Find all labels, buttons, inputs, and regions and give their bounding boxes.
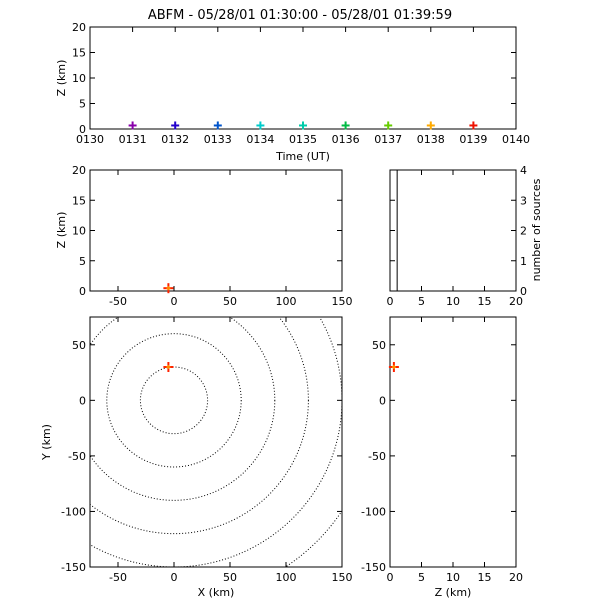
time-height-points xyxy=(128,121,478,130)
height-histogram-y-tick-label-0: 0 xyxy=(520,285,527,298)
height-histogram-y-tick-label-2: 2 xyxy=(520,225,527,238)
x-height-x-tick-label-3: 100 xyxy=(276,295,297,308)
time-height-x-tick-label-2: 0132 xyxy=(161,133,189,146)
time-height-x-tick-label-9: 0139 xyxy=(459,133,487,146)
z-y-x-tick-label-2: 10 xyxy=(446,571,460,584)
z-y-panel: 0 5 10 15 20 -150 -100 -50 0 50 Z (km) xyxy=(361,316,523,599)
time-height-y-ticks: 0 5 10 15 20 xyxy=(72,21,516,136)
height-histogram-y-ticks: 0 1 2 3 4 xyxy=(390,164,527,298)
z-y-x-tick-label-4: 20 xyxy=(509,571,523,584)
time-height-y-tick-label-0: 0 xyxy=(79,123,86,136)
plan-view-frame xyxy=(89,316,343,568)
plan-view-y-label: Y (km) xyxy=(40,424,53,461)
x-height-panel: -50 0 50 100 150 0 5 10 15 20 Z (km) xyxy=(55,164,353,308)
time-height-x-tick-label-4: 0134 xyxy=(246,133,274,146)
z-y-x-tick-label-3: 15 xyxy=(478,571,492,584)
z-y-points xyxy=(388,362,399,372)
plan-view-x-label: X (km) xyxy=(198,586,235,599)
time-height-x-tick-label-5: 0135 xyxy=(289,133,317,146)
x-height-x-ticks: -50 0 50 100 150 xyxy=(109,170,353,308)
z-y-y-tick-label-4: 50 xyxy=(372,339,386,352)
time-height-x-label: Time (UT) xyxy=(275,150,330,163)
range-ring-0 xyxy=(139,366,209,435)
time-height-y-tick-label-1: 5 xyxy=(79,98,86,111)
range-ring-2 xyxy=(90,317,276,501)
height-histogram-frame xyxy=(389,169,517,292)
plan-view-panel: -50 0 50 100 150 -150 -100 -50 0 50 X (km) Y (km… xyxy=(40,316,353,599)
plan-view-y-tick-label-2: -50 xyxy=(68,450,86,463)
height-histogram-y-tick-label-4: 4 xyxy=(520,164,527,177)
height-histogram-x-tick-label-4: 20 xyxy=(509,295,523,308)
plan-view-y-tick-label-1: -100 xyxy=(61,505,86,518)
plan-view-y-tick-label-3: 0 xyxy=(79,394,86,407)
x-height-points xyxy=(163,283,174,294)
plan-view-y-tick-label-0: -150 xyxy=(61,561,86,574)
plan-view-x-tick-label-2: 50 xyxy=(223,571,237,584)
x-height-y-label: Z (km) xyxy=(55,212,68,249)
z-y-x-ticks: 0 5 10 15 20 xyxy=(387,317,523,584)
plan-view-x-tick-label-1: 0 xyxy=(171,571,178,584)
z-y-x-tick-label-1: 5 xyxy=(418,571,425,584)
x-height-x-tick-label-1: 0 xyxy=(171,295,178,308)
figure-title: ABFM - 05/28/01 01:30:00 - 05/28/01 01:3… xyxy=(148,8,452,23)
plan-view-x-tick-label-4: 150 xyxy=(332,571,353,584)
time-height-x-tick-label-0: 0130 xyxy=(76,133,104,146)
z-y-y-tick-label-0: -150 xyxy=(361,561,386,574)
height-histogram-x-tick-label-0: 0 xyxy=(387,295,394,308)
range-ring-3 xyxy=(90,317,309,535)
range-ring-1 xyxy=(106,333,242,468)
x-height-frame xyxy=(89,169,343,292)
time-height-frame xyxy=(89,26,517,130)
plan-view-x-tick-label-3: 100 xyxy=(276,571,297,584)
time-height-x-tick-label-1: 0131 xyxy=(119,133,147,146)
time-height-x-tick-label-3: 0133 xyxy=(204,133,232,146)
time-height-x-tick-label-10: 0140 xyxy=(502,133,530,146)
plan-view-x-ticks: -50 0 50 100 150 xyxy=(109,317,353,584)
z-y-x-label: Z (km) xyxy=(435,586,472,599)
x-height-x-tick-label-0: -50 xyxy=(109,295,127,308)
z-y-frame xyxy=(389,316,517,568)
height-histogram-panel: 0 5 10 15 20 0 1 2 3 4 number of sources xyxy=(387,164,544,308)
plan-view-x-tick-label-0: -50 xyxy=(109,571,127,584)
height-histogram-y-label: number of sources xyxy=(530,178,543,281)
z-y-y-tick-label-1: -100 xyxy=(361,505,386,518)
x-height-y-tick-label-0: 0 xyxy=(79,285,86,298)
x-height-x-tick-label-4: 150 xyxy=(332,295,353,308)
time-height-y-tick-label-4: 20 xyxy=(72,21,86,34)
range-ring-5 xyxy=(284,509,342,567)
time-height-x-tick-label-6: 0136 xyxy=(332,133,360,146)
height-histogram-x-ticks: 0 5 10 15 20 xyxy=(387,170,523,308)
height-histogram-y-tick-label-1: 1 xyxy=(520,255,527,268)
time-height-x-tick-label-8: 0138 xyxy=(417,133,445,146)
time-height-y-tick-label-2: 10 xyxy=(72,72,86,85)
x-height-y-tick-label-2: 10 xyxy=(72,225,86,238)
plan-view-range-rings xyxy=(90,317,342,567)
height-histogram-x-tick-label-3: 15 xyxy=(478,295,492,308)
plan-view-y-tick-label-4: 50 xyxy=(72,339,86,352)
z-y-y-tick-label-3: 0 xyxy=(379,394,386,407)
height-histogram-y-tick-label-3: 3 xyxy=(520,194,527,207)
time-height-x-tick-label-7: 0137 xyxy=(374,133,402,146)
plan-view-y-ticks: -150 -100 -50 0 50 xyxy=(61,339,342,574)
range-ring-4 xyxy=(90,317,342,567)
time-height-panel: 0130 0131 0132 0133 0134 0135 0136 0137 0138 0139… xyxy=(55,21,530,163)
z-y-y-tick-label-2: -50 xyxy=(368,450,386,463)
time-height-y-label: Z (km) xyxy=(55,60,68,97)
x-height-y-tick-label-3: 15 xyxy=(72,194,86,207)
x-height-y-tick-label-4: 20 xyxy=(72,164,86,177)
plan-view-points xyxy=(163,362,174,372)
x-height-y-ticks: 0 5 10 15 20 xyxy=(72,164,342,298)
height-histogram-x-tick-label-2: 10 xyxy=(446,295,460,308)
z-y-y-ticks: -150 -100 -50 0 50 xyxy=(361,339,516,574)
height-histogram-x-tick-label-1: 5 xyxy=(418,295,425,308)
x-height-x-tick-label-2: 50 xyxy=(223,295,237,308)
z-y-x-tick-label-0: 0 xyxy=(387,571,394,584)
time-height-y-tick-label-3: 15 xyxy=(72,47,86,60)
x-height-y-tick-label-1: 5 xyxy=(79,255,86,268)
